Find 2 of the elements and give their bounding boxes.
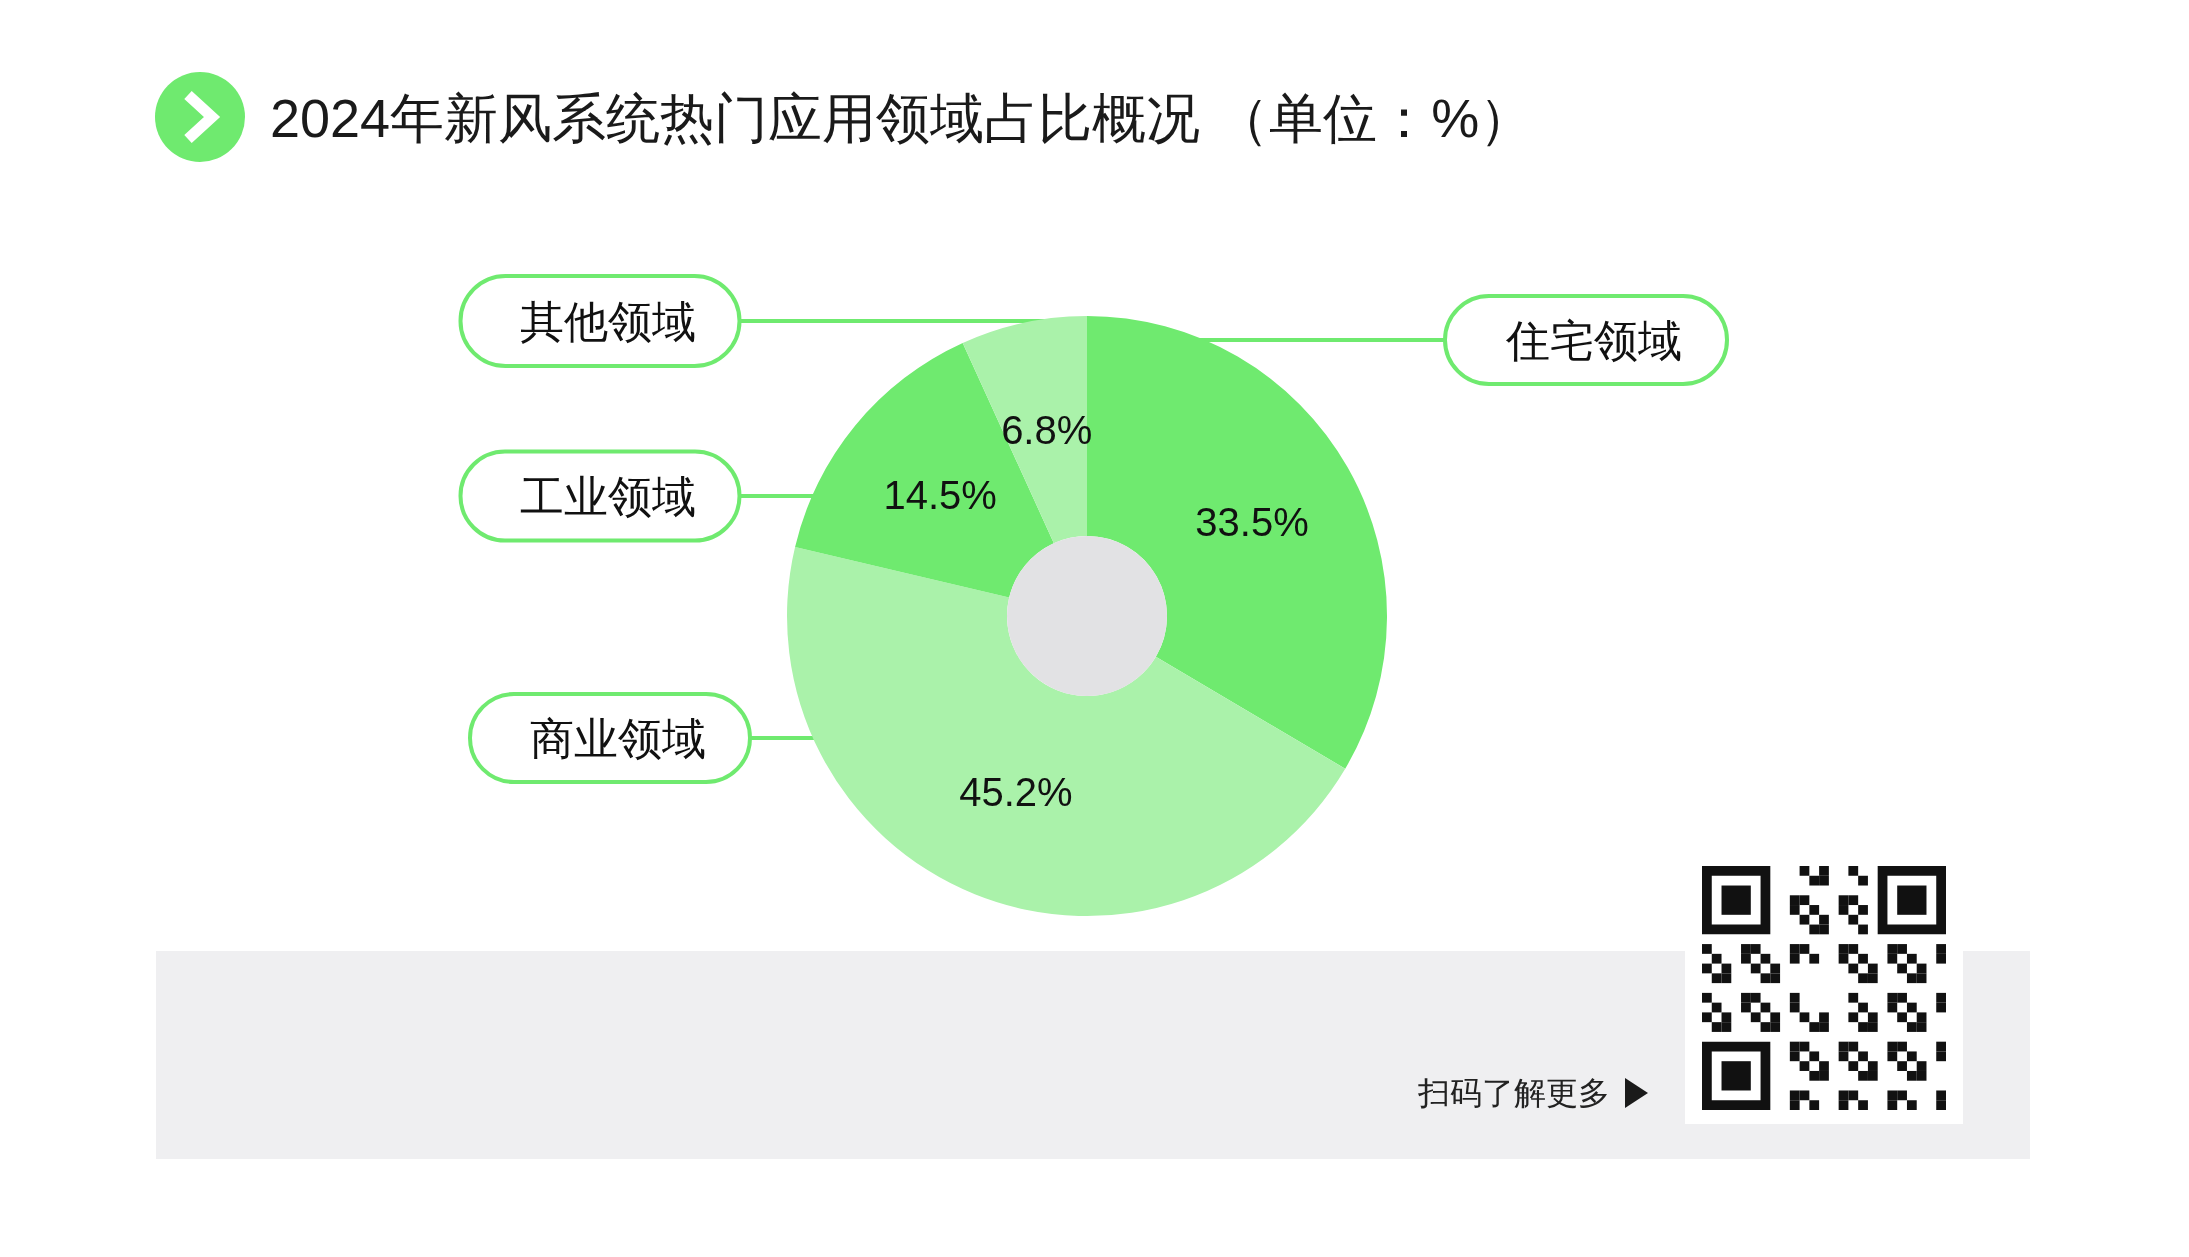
annotation: 扫码了解更多 — [1418, 1075, 1610, 1111]
title: 2024年新风系统热门应用领域占比概况 （单位：%） — [270, 88, 1534, 148]
